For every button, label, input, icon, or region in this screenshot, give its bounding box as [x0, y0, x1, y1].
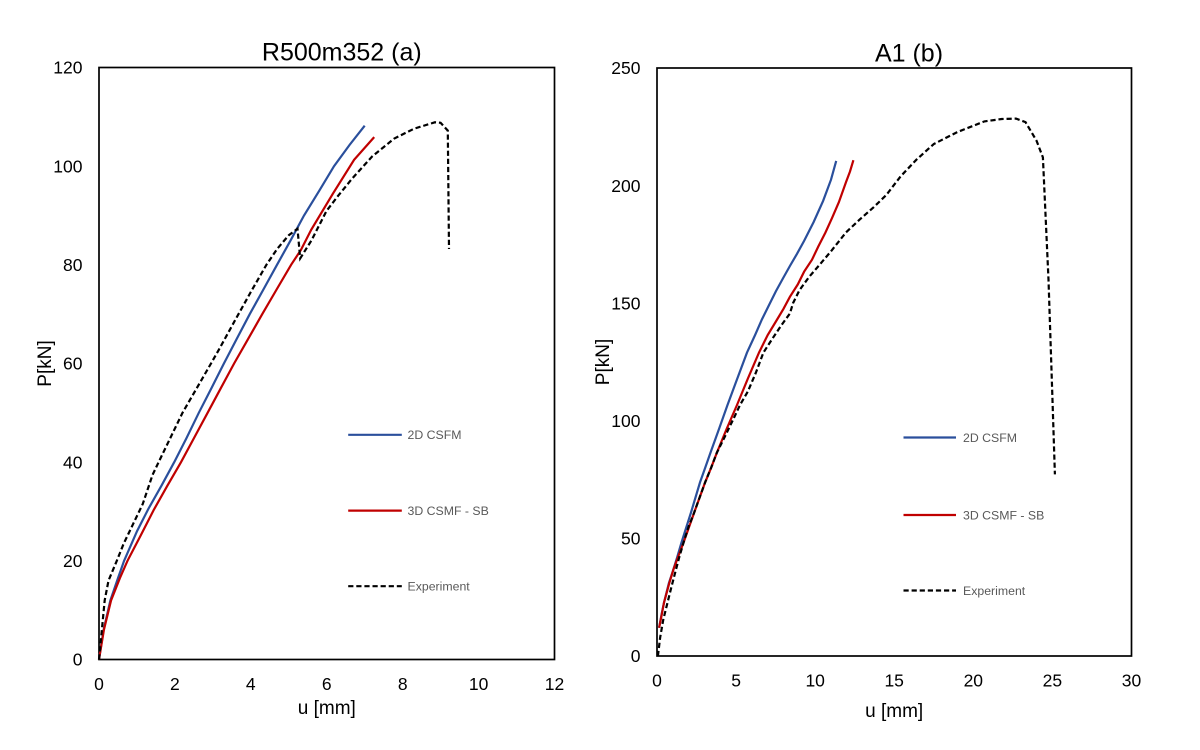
- svg-text:60: 60: [63, 354, 83, 374]
- svg-text:200: 200: [611, 176, 640, 196]
- svg-text:u [mm]: u [mm]: [865, 701, 923, 722]
- svg-text:40: 40: [63, 452, 83, 472]
- svg-text:P[kN]: P[kN]: [593, 339, 614, 385]
- svg-text:20: 20: [63, 551, 83, 571]
- svg-text:100: 100: [53, 156, 82, 176]
- svg-text:P[kN]: P[kN]: [35, 340, 56, 386]
- svg-text:Experiment: Experiment: [963, 584, 1026, 598]
- svg-text:0: 0: [94, 674, 104, 694]
- svg-text:4: 4: [246, 674, 256, 694]
- svg-text:8: 8: [398, 674, 408, 694]
- svg-text:Experiment: Experiment: [408, 580, 471, 594]
- svg-text:0: 0: [631, 646, 641, 666]
- svg-text:2D CSFM: 2D CSFM: [963, 431, 1017, 445]
- svg-text:120: 120: [53, 58, 82, 78]
- svg-text:80: 80: [63, 255, 83, 275]
- svg-text:A1 (b): A1 (b): [875, 40, 943, 68]
- svg-text:10: 10: [469, 674, 489, 694]
- svg-text:u [mm]: u [mm]: [298, 698, 356, 719]
- svg-text:50: 50: [621, 529, 641, 549]
- svg-text:3D CSMF - SB: 3D CSMF - SB: [408, 504, 489, 518]
- svg-text:250: 250: [611, 58, 640, 78]
- svg-text:0: 0: [73, 650, 83, 670]
- svg-text:2: 2: [170, 674, 180, 694]
- svg-text:30: 30: [1122, 671, 1142, 691]
- svg-text:0: 0: [652, 671, 662, 691]
- svg-text:10: 10: [805, 671, 825, 691]
- svg-text:2D CSFM: 2D CSFM: [408, 428, 462, 442]
- svg-text:20: 20: [964, 671, 984, 691]
- svg-text:R500m352 (a): R500m352 (a): [262, 38, 422, 66]
- svg-text:25: 25: [1043, 671, 1062, 691]
- svg-text:5: 5: [731, 671, 741, 691]
- svg-text:15: 15: [884, 671, 903, 691]
- svg-text:12: 12: [545, 674, 564, 694]
- svg-text:3D CSMF - SB: 3D CSMF - SB: [963, 508, 1044, 522]
- svg-text:6: 6: [322, 674, 332, 694]
- svg-text:150: 150: [611, 293, 640, 313]
- svg-text:100: 100: [611, 411, 640, 431]
